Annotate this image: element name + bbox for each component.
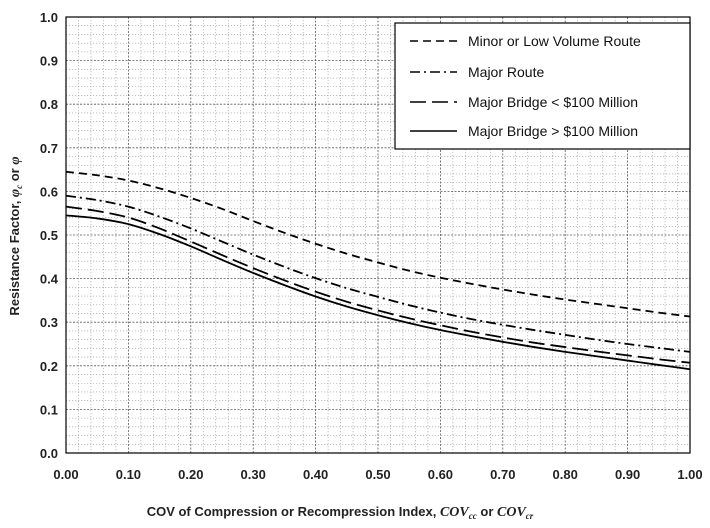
legend-label-minor-route: Minor or Low Volume Route [468,33,641,49]
series-line-bridge-over-100m [65,214,691,371]
x-tick-labels: 0.00 0.10 0.20 0.30 0.40 0.50 0.60 0.70 0.80 0.90… [53,467,702,482]
x-tick-label: 0.50 [365,467,390,482]
legend-label-major-route: Major Route [468,64,544,80]
x-tick-label: 0.40 [303,467,328,482]
y-tick-label: 0.9 [40,54,58,69]
series-layer [65,170,691,371]
x-axis-title: COV of Compression or Recompression Inde… [147,504,534,521]
x-tick-label: 0.60 [428,467,453,482]
y-tick-label: 0.2 [40,359,58,374]
y-tick-label: 0.3 [40,315,58,330]
series-line-minor-route [65,170,691,318]
y-tick-label: 0.1 [40,402,58,417]
major-grid [66,17,690,453]
y-tick-label: 0.8 [40,97,58,112]
series-line-bridge-under-100m [65,205,691,364]
legend: Minor or Low Volume Route Major Route Majo… [394,22,691,150]
legend-label-bridge-under-100m: Major Bridge < $100 Million [468,94,638,110]
x-tick-label: 0.30 [241,467,266,482]
x-tick-label: 0.70 [490,467,515,482]
y-tick-label: 0.5 [40,228,58,243]
x-tick-label: 0.90 [615,467,640,482]
x-tick-label: 0.80 [553,467,578,482]
y-tick-label: 1.0 [40,10,58,25]
y-axis-title: Resistance Factor, φc or φ [7,156,24,315]
y-tick-labels: 0.0 0.1 0.2 0.3 0.4 0.5 0.6 0.7 0.8 0.9 1.0 [40,10,59,461]
x-tick-label: 0.20 [178,467,203,482]
series-line-major-route [65,194,691,353]
y-tick-label: 0.4 [40,272,59,287]
x-tick-label: 0.10 [116,467,141,482]
x-tick-label: 1.00 [677,467,702,482]
x-tick-label: 0.00 [53,467,78,482]
y-tick-label: 0.0 [40,446,58,461]
plot-frame [65,16,691,454]
legend-label-bridge-over-100m: Major Bridge > $100 Million [468,123,638,139]
legend-box [394,22,691,150]
y-tick-label: 0.6 [40,184,58,199]
y-tick-label: 0.7 [40,141,58,156]
